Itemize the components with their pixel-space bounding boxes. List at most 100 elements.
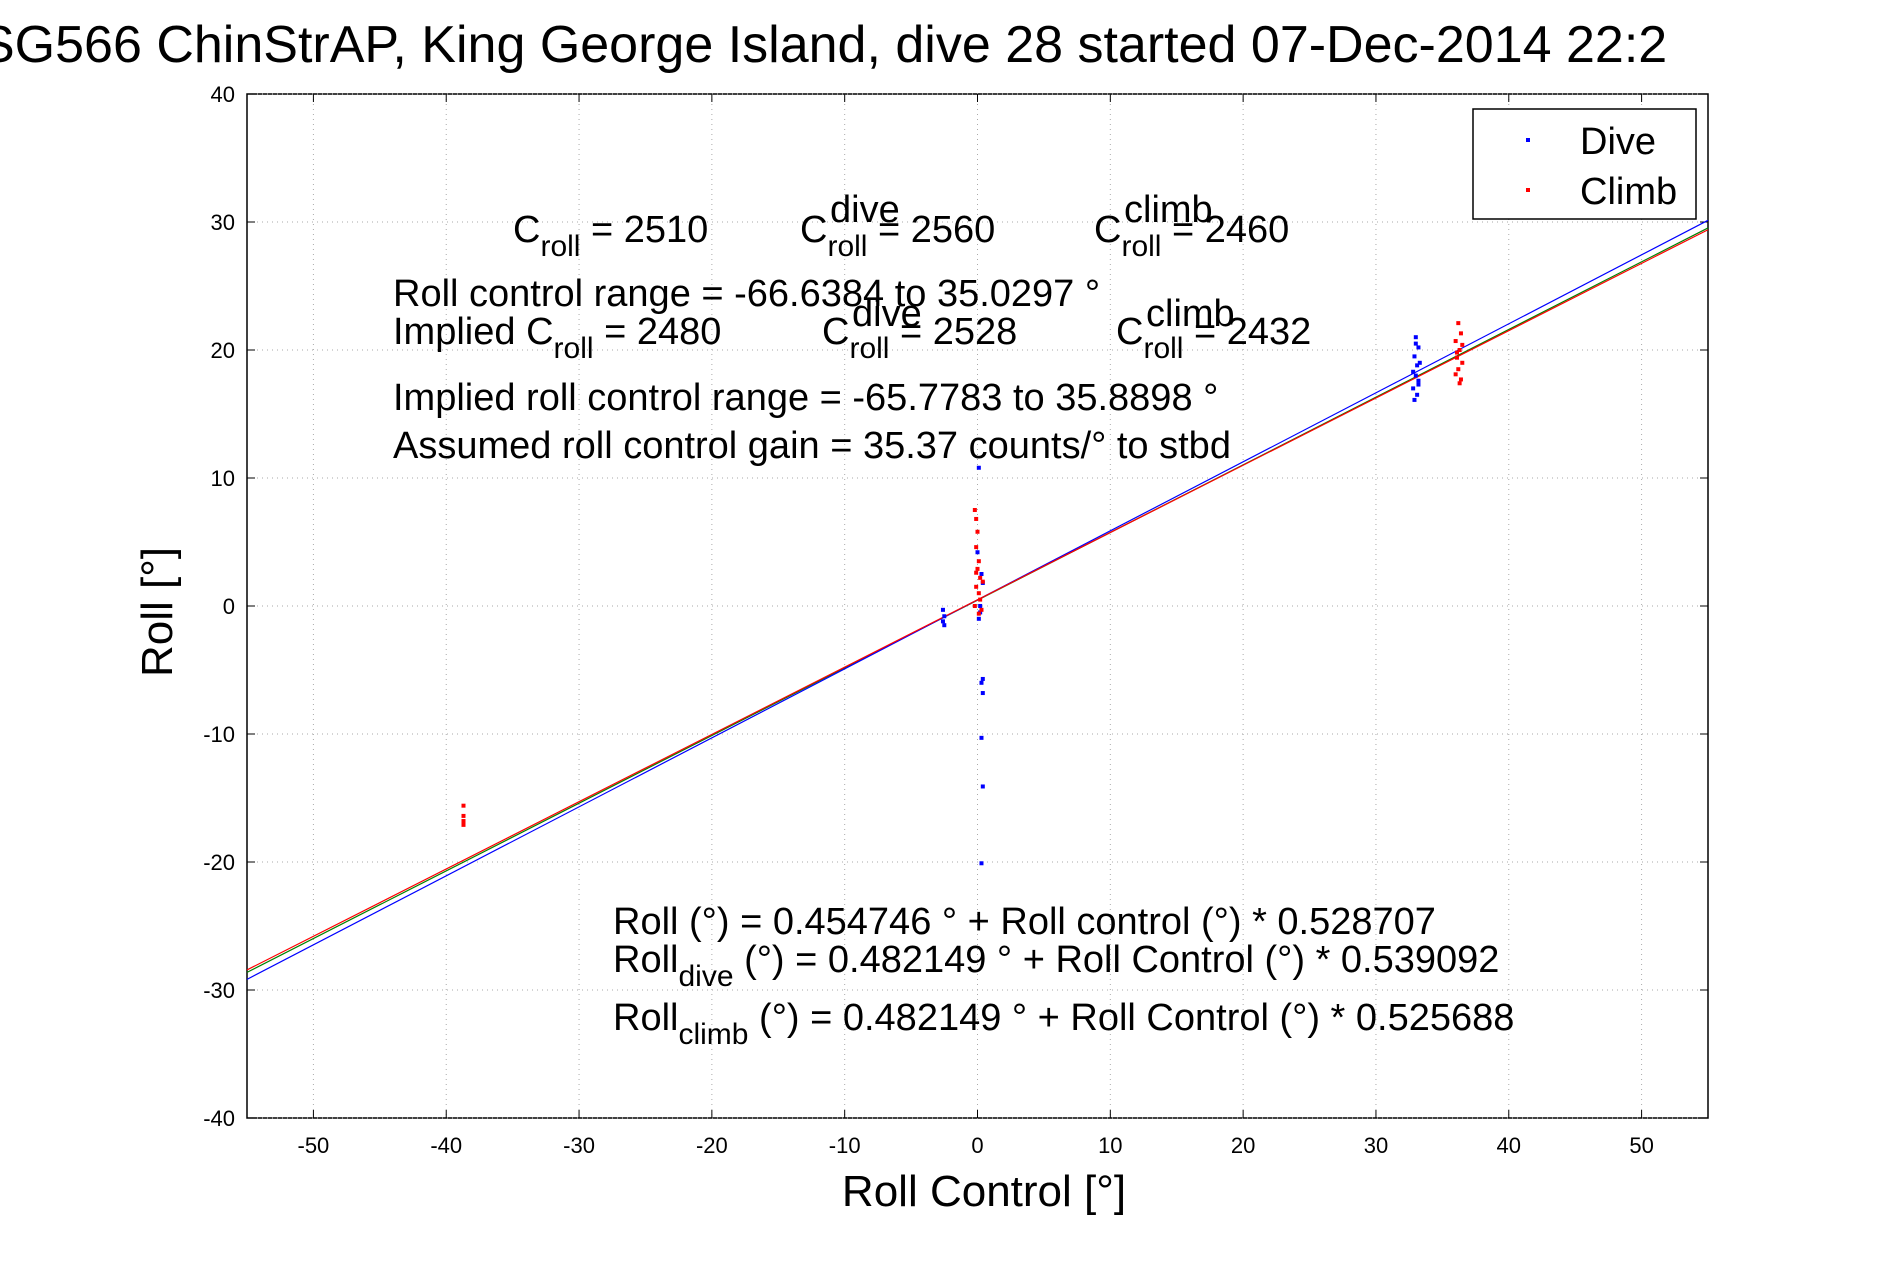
implied-c-roll-climb-text: Croll = 2432 bbox=[1116, 311, 1311, 365]
equation-dive: Rolldive (°) = 0.482149 ° + Roll Control… bbox=[613, 939, 1499, 993]
data-point-climb bbox=[980, 579, 985, 584]
data-point-dive bbox=[940, 619, 945, 624]
x-tick-label: -20 bbox=[696, 1133, 728, 1158]
x-axis-label: Roll Control [°] bbox=[842, 1167, 1126, 1216]
implied-c-roll-climb-superscript: climb bbox=[1146, 293, 1235, 335]
data-point-dive bbox=[1412, 354, 1417, 359]
data-point-dive bbox=[1413, 341, 1418, 346]
data-point-dive bbox=[979, 680, 984, 685]
y-axis-ticks: -40 -30 -20 -10 0 10 20 30 40 bbox=[203, 82, 1708, 1131]
data-point-climb bbox=[972, 604, 977, 608]
data-point-dive bbox=[976, 616, 981, 621]
data-point-dive bbox=[1417, 360, 1422, 365]
data-point-dive bbox=[1412, 397, 1417, 402]
chart-title: SG566 ChinStrAP, King George Island, div… bbox=[0, 16, 1667, 74]
y-tick-label: 0 bbox=[223, 594, 235, 619]
data-point-climb bbox=[1454, 355, 1459, 360]
data-points bbox=[461, 321, 1465, 866]
data-point-dive bbox=[1415, 392, 1420, 397]
data-point-dive bbox=[942, 614, 947, 619]
implied-c-roll-dive-text: Croll = 2528 bbox=[822, 311, 1017, 365]
data-point-dive bbox=[1413, 335, 1418, 340]
data-point-dive bbox=[979, 572, 984, 576]
c-roll-annotations: Croll = 2510 Croll = 2560 dive Croll = 2… bbox=[513, 189, 1289, 263]
data-point-climb bbox=[978, 597, 983, 602]
data-point-climb bbox=[974, 545, 979, 550]
data-point-climb bbox=[461, 813, 466, 818]
roll-control-gain: Assumed roll control gain = 35.37 counts… bbox=[393, 425, 1231, 467]
data-point-climb bbox=[1453, 339, 1458, 344]
c-roll-dive-superscript: dive bbox=[830, 189, 900, 231]
data-point-climb bbox=[976, 559, 981, 564]
data-point-climb bbox=[1456, 321, 1461, 326]
data-point-climb bbox=[1454, 350, 1459, 355]
data-point-dive bbox=[975, 550, 980, 555]
legend-dive-label: Dive bbox=[1580, 121, 1656, 163]
data-point-climb bbox=[974, 584, 979, 589]
data-point-climb bbox=[1457, 381, 1462, 386]
data-point-climb bbox=[974, 570, 979, 575]
implied-c-roll-text: Implied Croll = 2480 bbox=[393, 311, 721, 365]
data-point-climb bbox=[972, 508, 977, 512]
y-tick-label: 10 bbox=[211, 466, 235, 491]
y-tick-label: -20 bbox=[203, 850, 235, 875]
data-point-dive bbox=[980, 691, 985, 696]
data-point-dive bbox=[942, 623, 947, 628]
x-tick-label: -30 bbox=[563, 1133, 595, 1158]
x-tick-label: 40 bbox=[1497, 1133, 1521, 1158]
data-point-dive bbox=[979, 735, 984, 740]
c-roll-dive-text: Croll = 2560 bbox=[800, 209, 995, 263]
fit-lines bbox=[246, 219, 1709, 980]
data-point-dive bbox=[979, 861, 984, 866]
implied-range: Implied roll control range = -65.7783 to… bbox=[393, 377, 1218, 419]
implied-c-roll-annotations: Implied Croll = 2480 Croll = 2528 dive C… bbox=[393, 293, 1311, 365]
data-point-climb bbox=[1458, 377, 1463, 382]
data-point-climb bbox=[976, 591, 981, 596]
data-point-climb bbox=[1460, 342, 1465, 347]
x-tick-label: 10 bbox=[1098, 1133, 1122, 1158]
data-point-dive bbox=[940, 607, 945, 612]
x-axis-ticks: -50 -40 -30 -20 -10 0 10 20 30 40 50 bbox=[298, 94, 1654, 1158]
legend-dive-marker bbox=[1526, 138, 1530, 142]
legend-climb-marker bbox=[1526, 188, 1530, 192]
data-point-climb bbox=[1456, 367, 1461, 372]
data-point-dive bbox=[976, 465, 981, 470]
data-point-dive bbox=[1411, 369, 1416, 374]
y-axis-label: Roll [°] bbox=[133, 547, 182, 677]
x-tick-label: -10 bbox=[829, 1133, 861, 1158]
legend-box bbox=[1472, 108, 1697, 220]
c-roll-climb-superscript: climb bbox=[1124, 189, 1213, 231]
y-tick-label: 20 bbox=[211, 338, 235, 363]
legend: Dive Climb bbox=[1472, 108, 1697, 220]
data-point-dive bbox=[1416, 382, 1421, 387]
x-tick-label: -40 bbox=[430, 1133, 462, 1158]
data-point-dive bbox=[1411, 386, 1416, 391]
x-tick-label: 20 bbox=[1231, 1133, 1255, 1158]
data-point-dive bbox=[980, 784, 985, 789]
x-tick-label: 50 bbox=[1629, 1133, 1653, 1158]
legend-climb-label: Climb bbox=[1580, 171, 1677, 213]
data-point-climb bbox=[1458, 331, 1463, 336]
data-point-climb bbox=[978, 575, 983, 580]
equation-climb: Rollclimb (°) = 0.482149 ° + Roll Contro… bbox=[613, 997, 1514, 1051]
x-tick-label: 30 bbox=[1364, 1133, 1388, 1158]
data-point-climb bbox=[1453, 372, 1458, 377]
data-point-climb bbox=[979, 607, 984, 612]
data-point-dive bbox=[1413, 373, 1418, 378]
y-tick-label: -30 bbox=[203, 978, 235, 1003]
data-point-dive bbox=[980, 676, 985, 681]
x-tick-label: 0 bbox=[971, 1133, 983, 1158]
data-point-dive bbox=[978, 604, 983, 608]
data-point-climb bbox=[1457, 348, 1462, 352]
x-tick-label: -50 bbox=[298, 1133, 330, 1158]
equation-all: Roll (°) = 0.454746 ° + Roll control (°)… bbox=[613, 901, 1436, 943]
y-tick-label: 30 bbox=[211, 210, 235, 235]
grid bbox=[247, 93, 1708, 1119]
roll-control-range: Roll control range = -66.6384 to 35.0297… bbox=[393, 273, 1100, 315]
data-point-climb bbox=[975, 566, 980, 571]
c-roll-climb-text: Croll = 2460 bbox=[1094, 209, 1289, 263]
data-point-climb bbox=[461, 819, 466, 824]
c-roll-text: Croll = 2510 bbox=[513, 209, 708, 263]
data-point-climb bbox=[461, 822, 466, 827]
